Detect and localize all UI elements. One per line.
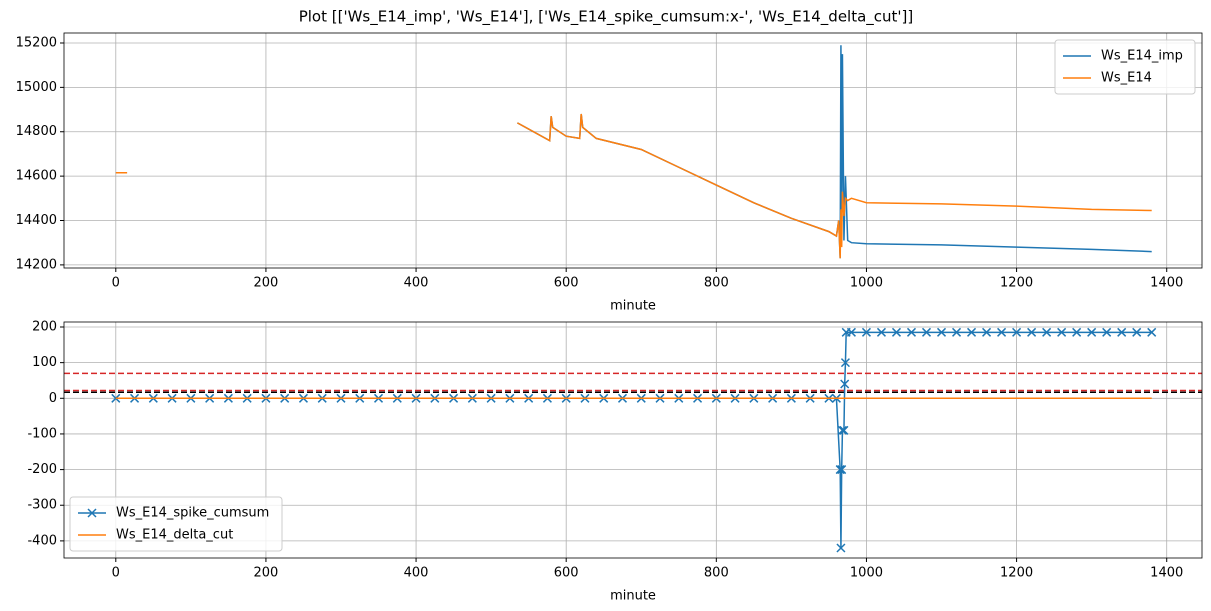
x-tick-label: 800 <box>704 566 729 581</box>
y-tick-label: -400 <box>27 533 57 548</box>
y-tick-label: 14800 <box>16 124 57 139</box>
x-tick-label: 1400 <box>1150 566 1183 581</box>
marker <box>982 327 992 337</box>
legend-box <box>1054 39 1196 95</box>
series-line <box>115 113 1152 259</box>
x-tick-label: 600 <box>554 566 579 581</box>
figure-title: Plot [['Ws_E14_imp', 'Ws_E14'], ['Ws_E14… <box>299 8 914 27</box>
marker <box>1042 327 1052 337</box>
x-tick-label: 0 <box>112 276 120 291</box>
marker <box>1012 327 1022 337</box>
marker <box>836 543 846 553</box>
x-tick-label: 400 <box>404 276 429 291</box>
marker <box>835 465 845 475</box>
x-tick-label: 600 <box>554 276 579 291</box>
marker <box>906 327 917 337</box>
x-tick-label: 1200 <box>1000 276 1033 291</box>
x-tick-label: 400 <box>404 566 429 581</box>
x-tick-label: 1000 <box>850 276 883 291</box>
marker <box>876 327 886 337</box>
axes-frame <box>63 32 1203 269</box>
y-tick-label: 0 <box>49 391 57 406</box>
legend-label: Ws_E14_spike_cumsum <box>116 506 269 521</box>
y-tick-label: 15000 <box>16 80 57 95</box>
y-tick-label: -200 <box>27 462 57 477</box>
marker <box>846 327 856 337</box>
marker <box>840 358 850 368</box>
legend-label: Ws_E14_delta_cut <box>116 528 233 543</box>
x-tick-label: 800 <box>704 276 729 291</box>
y-tick-label: 14200 <box>16 257 57 272</box>
x-tick-label: 1000 <box>850 566 883 581</box>
axes-frame <box>63 321 1203 559</box>
legend-label: Ws_E14_imp <box>1101 49 1183 64</box>
y-tick-label: 14400 <box>16 213 57 228</box>
marker <box>837 465 847 475</box>
x-tick-label: 200 <box>254 276 279 291</box>
plot-area <box>64 327 1202 553</box>
x-tick-label: 1200 <box>1000 566 1033 581</box>
marker <box>837 425 847 435</box>
legend-box <box>69 496 283 552</box>
plot-area <box>115 45 1152 259</box>
y-tick-label: 15200 <box>16 35 57 50</box>
y-tick-label: -100 <box>27 426 57 441</box>
marker <box>921 327 932 337</box>
marker <box>1117 327 1127 337</box>
legend-label: Ws_E14 <box>1101 71 1152 86</box>
y-tick-label: 200 <box>32 319 57 334</box>
y-tick-label: 100 <box>32 355 57 370</box>
legend-marker <box>87 508 97 518</box>
x-tick-label: 200 <box>254 566 279 581</box>
x-tick-label: 1400 <box>1150 276 1183 291</box>
marker <box>1132 327 1142 337</box>
marker <box>839 425 849 435</box>
marker <box>840 379 850 389</box>
marker <box>1102 327 1112 337</box>
marker <box>1147 327 1157 337</box>
marker <box>967 327 977 337</box>
marker <box>861 327 871 337</box>
x-tick-label: 0 <box>112 566 120 581</box>
marker <box>1072 327 1082 337</box>
marker <box>111 393 121 403</box>
x-axis-label: minute <box>610 299 656 314</box>
y-tick-label: 14600 <box>16 169 57 184</box>
marker <box>1027 327 1037 337</box>
marker <box>1057 327 1067 337</box>
x-axis-label: minute <box>610 589 656 604</box>
marker <box>891 327 902 337</box>
marker <box>1087 327 1097 337</box>
y-tick-label: -300 <box>27 498 57 513</box>
marker <box>936 327 947 337</box>
marker <box>997 327 1007 337</box>
marker <box>952 327 962 337</box>
